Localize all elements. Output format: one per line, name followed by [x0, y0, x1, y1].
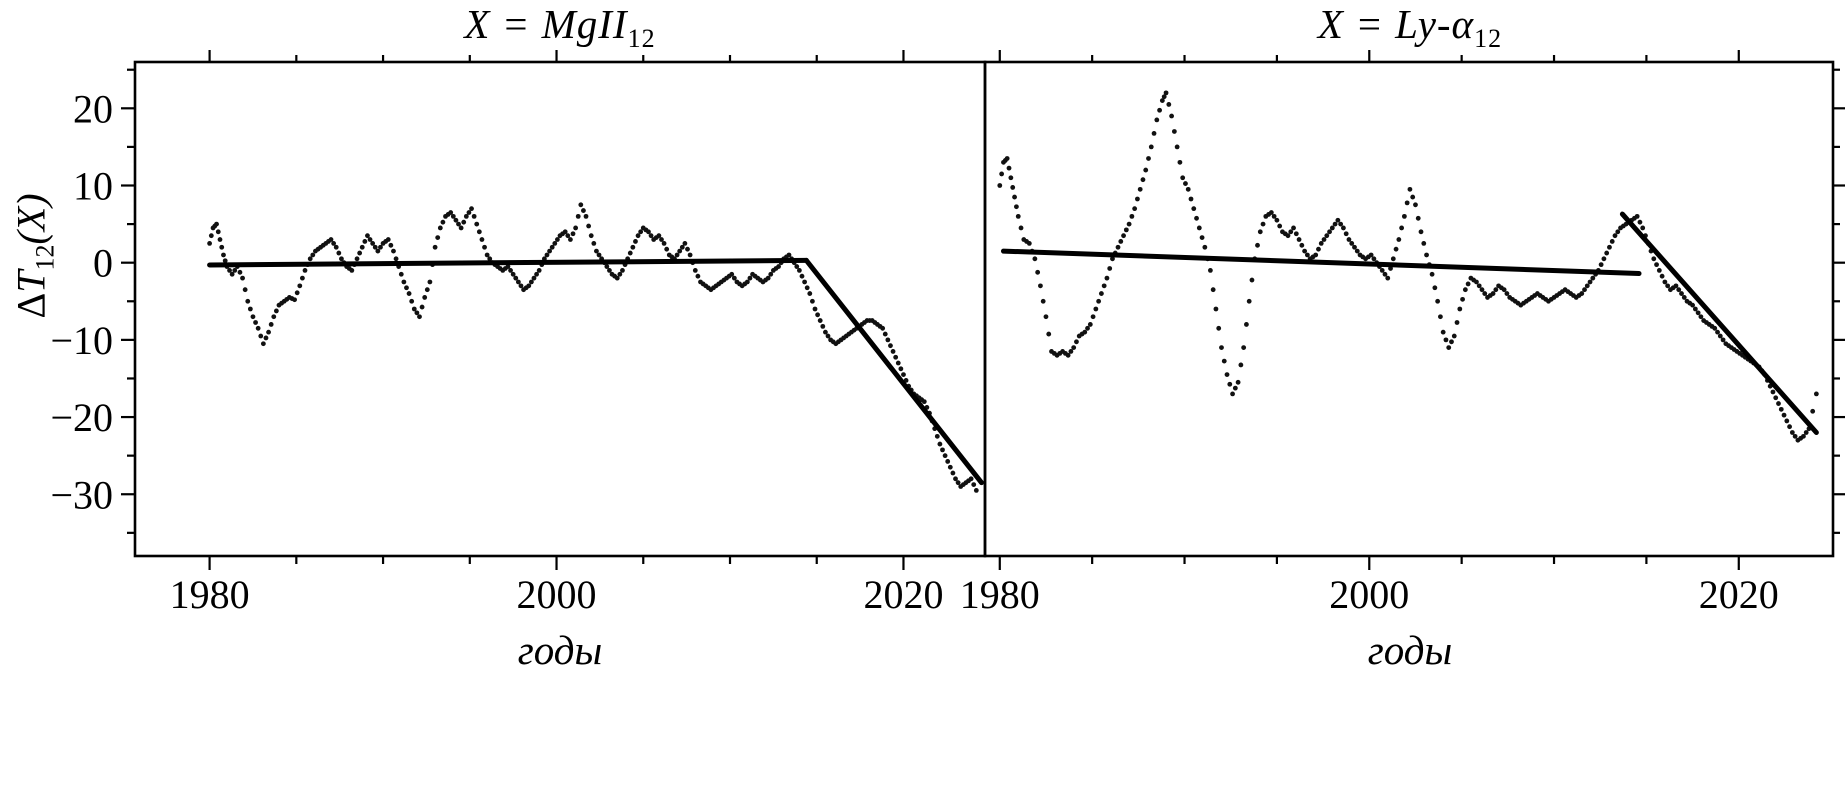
y-axis-label-argument: (X): [8, 193, 54, 245]
trend-line-segment: [207, 257, 809, 268]
panel-title-mgii-subscript: 12: [627, 24, 656, 54]
y-axis-label-subscript: 12: [30, 244, 60, 271]
y-tick-label: 10: [73, 164, 113, 209]
trend-line-segment: [1619, 211, 1819, 435]
x-tick-label: 2020: [1699, 572, 1779, 617]
y-tick-label: −20: [50, 395, 113, 440]
panel-title-mgii-text: X = MgII: [464, 1, 628, 47]
trend-line-segment: [1000, 248, 1642, 276]
panel-lyalpha: 1980 2000 2020: [960, 50, 1845, 617]
x-tick-label: 2020: [863, 572, 943, 617]
trend-line-segment: [803, 257, 985, 486]
y-tick-label: −10: [50, 318, 113, 363]
y-axis-label-delta: Δ: [8, 292, 54, 319]
x-axis-label-left: годы: [517, 627, 603, 673]
panel-title-lyalpha-subscript: 12: [1474, 24, 1503, 54]
y-tick-label: −30: [50, 472, 113, 517]
y-tick-label: 20: [73, 86, 113, 131]
y-tick-label: 0: [93, 241, 113, 286]
y-axis-label: ΔT12(X): [8, 193, 61, 318]
panel-title-lyalpha: X = Ly-α12: [985, 0, 1835, 54]
x-axis-label-right: годы: [1367, 627, 1453, 673]
x-tick-label: 1980: [960, 572, 1040, 617]
x-tick-label: 1980: [170, 572, 250, 617]
x-tick-label: 2000: [517, 572, 597, 617]
panel-title-mgii: X = MgII12: [135, 0, 985, 54]
x-tick-label: 2000: [1329, 572, 1409, 617]
y-axis-label-symbol: T: [8, 270, 54, 293]
panel-title-lyalpha-text: X = Ly-α: [1317, 1, 1475, 47]
